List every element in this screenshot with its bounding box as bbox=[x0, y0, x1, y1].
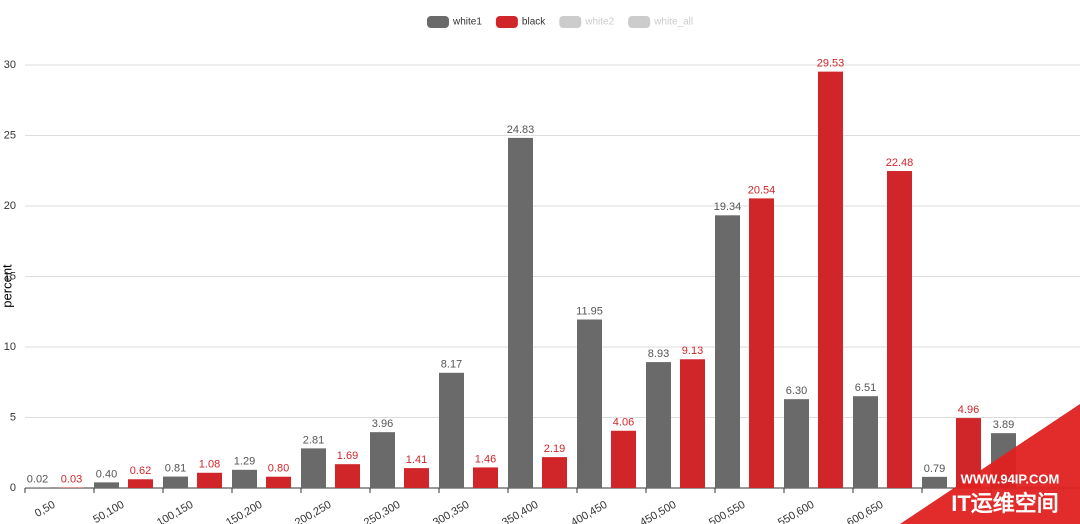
legend-label: white_all bbox=[653, 17, 693, 28]
y-tick-label: 20 bbox=[4, 200, 16, 212]
bar bbox=[94, 482, 119, 488]
bar bbox=[232, 469, 257, 488]
watermark-url: WWW.94IP.COM bbox=[961, 471, 1060, 486]
legend-label: black bbox=[522, 17, 546, 28]
watermark-name: IT运维空间 bbox=[951, 491, 1059, 516]
x-tick-label: 150,200 bbox=[224, 499, 264, 524]
y-tick-label: 25 bbox=[4, 129, 16, 141]
bar bbox=[508, 137, 533, 488]
data-label: 24.83 bbox=[507, 124, 535, 136]
bar bbox=[646, 362, 671, 488]
data-label: 0.79 bbox=[924, 463, 945, 475]
data-label: 9.13 bbox=[682, 345, 703, 357]
x-tick-label: 0,50 bbox=[33, 499, 58, 520]
data-label: 22.48 bbox=[886, 157, 914, 169]
data-label: 6.30 bbox=[786, 385, 807, 397]
legend-swatch bbox=[559, 16, 582, 28]
y-tick-label: 15 bbox=[4, 270, 16, 282]
bar bbox=[749, 198, 774, 489]
bar bbox=[439, 372, 464, 488]
data-label: 0.40 bbox=[96, 468, 117, 480]
x-tick-label: 300,350 bbox=[431, 499, 471, 524]
bar bbox=[301, 448, 326, 488]
y-tick-label: 10 bbox=[4, 341, 16, 353]
bar bbox=[542, 457, 567, 488]
y-tick-label: 0 bbox=[10, 482, 16, 494]
bar bbox=[404, 468, 429, 488]
y-tick-label: 5 bbox=[10, 411, 16, 423]
bar bbox=[128, 479, 153, 488]
bar bbox=[266, 476, 291, 488]
data-label: 3.96 bbox=[372, 418, 393, 430]
x-tick-label: 250,300 bbox=[362, 499, 402, 524]
bar bbox=[370, 432, 395, 488]
x-tick-label: 200,250 bbox=[293, 499, 333, 524]
x-tick-label: 100,150 bbox=[155, 499, 195, 524]
bar bbox=[887, 171, 912, 489]
bar bbox=[853, 396, 878, 488]
x-tick-label: 450,500 bbox=[638, 499, 678, 524]
x-tick-label: 500,550 bbox=[707, 499, 747, 524]
x-tick-label: 400,450 bbox=[569, 499, 609, 524]
data-label: 20.54 bbox=[748, 184, 776, 196]
bar bbox=[680, 359, 705, 488]
bar bbox=[922, 476, 947, 488]
bar bbox=[335, 464, 360, 488]
data-label: 4.06 bbox=[613, 417, 634, 429]
data-label: 0.81 bbox=[165, 462, 186, 474]
data-label: 3.89 bbox=[993, 419, 1014, 431]
bar bbox=[577, 319, 602, 488]
bar bbox=[163, 476, 188, 488]
legend-label: white2 bbox=[584, 17, 614, 28]
data-label: 1.46 bbox=[475, 453, 496, 465]
x-tick-label: 350,400 bbox=[500, 499, 540, 524]
data-label: 4.96 bbox=[958, 404, 979, 416]
bar bbox=[197, 472, 222, 488]
bar bbox=[784, 399, 809, 488]
legend-label: white1 bbox=[452, 17, 482, 28]
data-label: 6.51 bbox=[855, 382, 876, 394]
bar bbox=[473, 467, 498, 488]
data-label: 0.03 bbox=[61, 473, 82, 485]
data-label: 0.80 bbox=[268, 463, 289, 475]
data-label: 8.93 bbox=[648, 348, 669, 360]
data-label: 1.29 bbox=[234, 456, 255, 468]
x-tick-label: 550,600 bbox=[776, 499, 816, 524]
y-tick-label: 30 bbox=[4, 59, 16, 71]
data-label: 8.17 bbox=[441, 359, 462, 371]
data-label: 11.95 bbox=[576, 305, 603, 317]
bar bbox=[818, 71, 843, 488]
x-tick-label: 50,100 bbox=[91, 499, 126, 524]
legend-swatch bbox=[628, 16, 651, 28]
data-label: 0.62 bbox=[130, 465, 151, 477]
data-label: 2.19 bbox=[544, 443, 565, 455]
data-label: 0.02 bbox=[27, 474, 48, 486]
data-label: 1.41 bbox=[406, 454, 427, 466]
data-label: 29.53 bbox=[817, 58, 845, 70]
legend-swatch bbox=[495, 16, 518, 28]
watermark-banner bbox=[900, 404, 1080, 524]
data-label: 1.08 bbox=[199, 459, 220, 471]
data-label: 2.81 bbox=[303, 434, 324, 446]
y-axis-label: percent bbox=[0, 264, 14, 308]
x-tick-label: 600,650 bbox=[845, 499, 885, 524]
data-label: 19.34 bbox=[714, 201, 742, 213]
legend-swatch bbox=[427, 16, 449, 28]
bar bbox=[715, 215, 740, 488]
bar bbox=[611, 430, 636, 488]
data-label: 1.69 bbox=[337, 450, 358, 462]
